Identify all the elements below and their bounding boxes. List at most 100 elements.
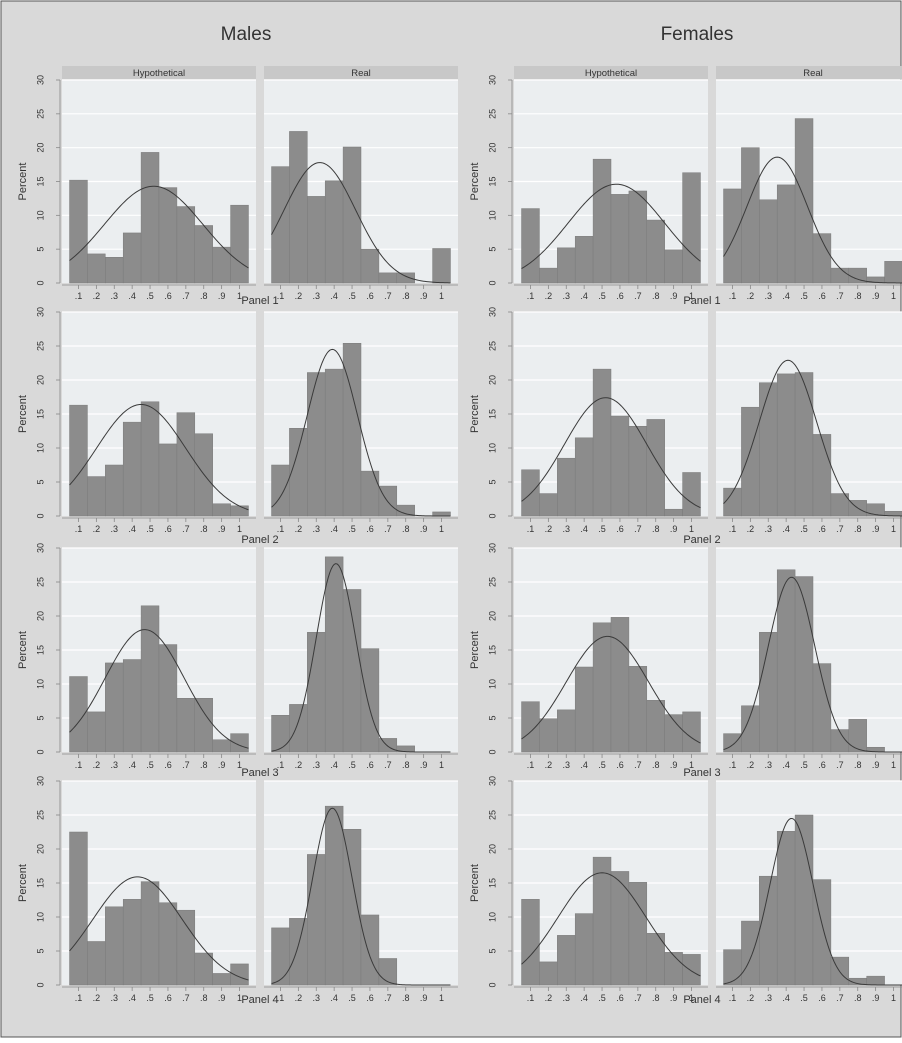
x-tick-label: 1 xyxy=(689,760,694,770)
y-tick-label: 30 xyxy=(487,543,497,553)
x-tick-label: .7 xyxy=(384,993,392,1003)
y-tick-label: 5 xyxy=(35,715,45,720)
x-tick-label: .3 xyxy=(563,993,571,1003)
histogram-bar xyxy=(176,909,196,986)
histogram-bar xyxy=(776,373,796,517)
histogram-bar xyxy=(69,179,88,284)
histogram-bar xyxy=(664,952,683,986)
x-tick-label: .3 xyxy=(563,760,571,770)
x-tick-label: .1 xyxy=(75,993,83,1003)
x-tick-label: .5 xyxy=(348,993,356,1003)
histogram-bar xyxy=(271,464,290,517)
y-tick-label: 25 xyxy=(35,810,45,820)
histogram-bar xyxy=(140,881,160,986)
histogram-bar xyxy=(759,632,778,753)
histogram-bar xyxy=(723,949,742,986)
y-tick-label: 20 xyxy=(487,375,497,385)
panel-label: Panel 2 xyxy=(683,534,720,546)
histogram-bar xyxy=(574,913,594,986)
y-tick-label: 30 xyxy=(487,307,497,317)
y-tick-label: 5 xyxy=(35,479,45,484)
x-tick-label: .7 xyxy=(634,524,642,534)
x-tick-label: .9 xyxy=(670,760,678,770)
x-tick-label: 1 xyxy=(439,760,444,770)
y-tick-label: 15 xyxy=(487,176,497,186)
histogram-bar xyxy=(342,589,362,753)
histogram-bar xyxy=(812,434,832,517)
histogram-bar xyxy=(87,476,106,517)
histogram-bar xyxy=(812,663,832,753)
histogram-bar xyxy=(521,701,540,753)
y-tick-label: 30 xyxy=(35,307,45,317)
x-tick-label: .7 xyxy=(634,993,642,1003)
histogram-bar xyxy=(324,556,344,753)
x-tick-label: .7 xyxy=(836,993,844,1003)
x-tick-label: .5 xyxy=(146,524,154,534)
histogram-bar xyxy=(194,952,213,986)
x-tick-label: .8 xyxy=(200,291,208,301)
histogram-bar xyxy=(289,704,308,753)
y-tick-label: 30 xyxy=(487,75,497,85)
histogram-bar xyxy=(342,343,362,517)
panel-label: Panel 3 xyxy=(241,767,278,779)
x-tick-label: .4 xyxy=(330,760,338,770)
normal-curve xyxy=(521,183,701,270)
x-tick-label: .8 xyxy=(854,993,862,1003)
column-strip-label: Hypothetical xyxy=(133,68,185,79)
normal-curve xyxy=(69,403,249,511)
x-tick-label: .6 xyxy=(616,291,624,301)
x-tick-label: .4 xyxy=(580,291,588,301)
x-tick-label: .7 xyxy=(182,291,190,301)
normal-curve xyxy=(521,397,701,509)
histogram-bar xyxy=(539,267,558,284)
x-tick-label: .9 xyxy=(420,993,428,1003)
x-tick-label: .5 xyxy=(598,760,606,770)
x-tick-label: .6 xyxy=(616,760,624,770)
x-tick-label: .6 xyxy=(164,993,172,1003)
histogram-bar xyxy=(271,927,290,986)
histogram-bar xyxy=(759,199,778,284)
histogram-bar xyxy=(723,188,742,284)
x-tick-label: .3 xyxy=(765,291,773,301)
histogram-bar xyxy=(574,236,594,284)
x-tick-label: 1 xyxy=(891,993,896,1003)
subplot-hypothetical: Hypothetical .1 .2 .3 .4 .5 .6 .7 .8 .9 1 xyxy=(62,66,256,301)
x-tick-label: .6 xyxy=(164,524,172,534)
histogram-bar xyxy=(122,659,142,753)
x-tick-label: .1 xyxy=(277,760,285,770)
histogram-bar xyxy=(884,261,902,284)
column-strip-label: Real xyxy=(351,68,371,79)
x-tick-label: .8 xyxy=(402,291,410,301)
x-tick-label: .5 xyxy=(146,993,154,1003)
x-tick-label: .9 xyxy=(420,760,428,770)
x-tick-label: .1 xyxy=(277,993,285,1003)
x-tick-label: .6 xyxy=(616,524,624,534)
x-tick-label: .2 xyxy=(93,760,101,770)
histogram-bar xyxy=(140,605,160,753)
histogram-bar xyxy=(646,419,665,517)
y-axis-label: Percent xyxy=(17,864,29,902)
x-tick-label: .4 xyxy=(782,760,790,770)
subplot-real: .1 .2 .3 .4 .5 .6 .7 .8 .9 1 xyxy=(716,547,902,770)
y-tick-label: 0 xyxy=(35,749,45,754)
histogram-bar xyxy=(866,503,885,517)
histogram-bar xyxy=(194,698,213,753)
subplot-real: .1 .2 .3 .4 .5 .6 .7 .8 .9 1 xyxy=(264,311,458,534)
y-tick-label: 5 xyxy=(35,247,45,252)
subplot-real: .1 .2 .3 .4 .5 .6 .7 .8 .9 1 xyxy=(716,311,902,534)
x-tick-label: .8 xyxy=(854,760,862,770)
x-tick-label: .8 xyxy=(200,760,208,770)
normal-curve xyxy=(723,156,902,284)
y-tick-label: 0 xyxy=(487,982,497,987)
x-tick-label: .7 xyxy=(384,291,392,301)
x-tick-label: .4 xyxy=(330,291,338,301)
x-tick-label: .3 xyxy=(563,291,571,301)
y-tick-label: 15 xyxy=(35,645,45,655)
y-tick-label: 25 xyxy=(35,577,45,587)
x-tick-label: .8 xyxy=(402,760,410,770)
x-tick-label: .3 xyxy=(765,760,773,770)
x-tick-label: .6 xyxy=(818,291,826,301)
histogram-bar xyxy=(289,428,308,517)
normal-curve xyxy=(271,348,451,517)
x-tick-label: .9 xyxy=(872,291,880,301)
